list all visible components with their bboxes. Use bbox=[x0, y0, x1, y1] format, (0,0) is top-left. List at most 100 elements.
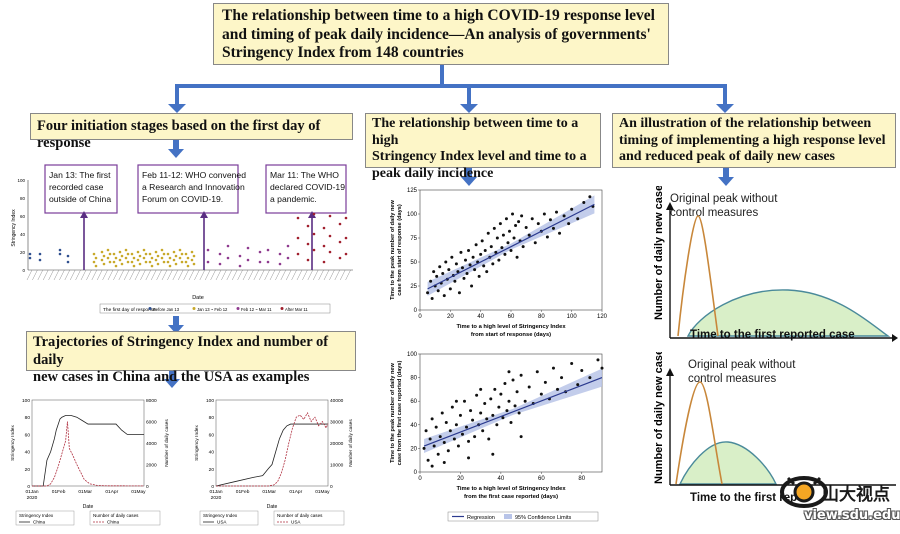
scatter-point bbox=[436, 289, 440, 293]
strip-xtick bbox=[80, 269, 87, 281]
traj-xtick: 01Feb bbox=[236, 489, 250, 495]
strip-xtick bbox=[221, 269, 227, 281]
scatter-point bbox=[429, 279, 433, 283]
scatter-point bbox=[556, 387, 560, 391]
strip-ytick-label: 80 bbox=[20, 196, 26, 201]
strip-point bbox=[246, 258, 250, 262]
strip-point bbox=[102, 262, 106, 266]
scatter-point bbox=[438, 435, 442, 439]
x-tick-label: 0 bbox=[418, 314, 422, 320]
strip-point bbox=[178, 248, 182, 252]
strip-point bbox=[258, 260, 262, 264]
scatter-point bbox=[444, 420, 448, 424]
strip-xtick bbox=[75, 269, 81, 281]
left-header-box: Four initiation stages based on the firs… bbox=[30, 113, 353, 151]
strip-xtick bbox=[178, 269, 184, 281]
traj-ytick-right: 30000 bbox=[330, 420, 344, 426]
x-tick-label: 80 bbox=[538, 314, 545, 320]
traj-ylabel-left: Stringency Index bbox=[10, 425, 16, 461]
scatter-point bbox=[444, 260, 448, 264]
callout-1-line-2: recorded case bbox=[49, 182, 104, 192]
right-header-line-1: An illustration of the relationship betw… bbox=[619, 116, 872, 131]
strip-point bbox=[312, 212, 316, 216]
scatter-point bbox=[500, 246, 504, 250]
scatter-point bbox=[471, 255, 475, 259]
strip-ytick-label: 60 bbox=[20, 214, 26, 219]
traj-ylabel-right: Number of daily cases bbox=[164, 419, 170, 467]
callout-3-line-2: declared COVID-19 bbox=[270, 182, 345, 192]
strip-point bbox=[266, 260, 270, 264]
y-tick-label: 100 bbox=[407, 352, 418, 358]
strip-point bbox=[136, 258, 140, 262]
scatter-point bbox=[465, 425, 469, 429]
scatter-point bbox=[495, 236, 499, 240]
strip-point bbox=[192, 262, 196, 266]
traj-ylabel-left: Stringency Index bbox=[194, 425, 200, 461]
traj-legend-box-2 bbox=[273, 510, 345, 526]
strip-legend-marker bbox=[280, 307, 284, 310]
scatter-point bbox=[558, 231, 562, 235]
strip-xtick bbox=[86, 269, 92, 281]
strip-point bbox=[246, 246, 250, 250]
scatter-point bbox=[503, 252, 507, 256]
strip-xtick bbox=[134, 269, 141, 281]
scatter-legend-box bbox=[447, 511, 599, 522]
scatter-point bbox=[548, 218, 552, 222]
scatter-point bbox=[447, 268, 451, 272]
strip-point bbox=[344, 216, 348, 220]
scatter-point bbox=[467, 248, 471, 252]
strip-point bbox=[328, 234, 332, 238]
strip-point bbox=[328, 250, 332, 254]
strip-point bbox=[172, 250, 176, 254]
strip-point bbox=[120, 254, 124, 258]
strip-legend-label: After Mar 11 bbox=[285, 307, 308, 312]
china-trajectory-chart: 1008060402008000600040002000001Jan202001… bbox=[10, 398, 170, 526]
strip-legend-marker bbox=[236, 307, 240, 310]
scatter-point bbox=[450, 405, 454, 409]
scatter-point bbox=[588, 195, 592, 199]
strip-point bbox=[338, 222, 342, 226]
strip-xtick bbox=[242, 269, 249, 281]
scatter-point bbox=[523, 399, 527, 403]
strip-xtick bbox=[334, 269, 340, 281]
scatter-point bbox=[441, 272, 445, 276]
scatter-point bbox=[462, 399, 466, 403]
scatter-point bbox=[498, 222, 502, 226]
strip-point bbox=[120, 262, 124, 266]
scatter-point bbox=[477, 274, 481, 278]
scatter-point bbox=[507, 370, 511, 374]
illustration-top-ylabel: Number of daily new cases bbox=[653, 186, 665, 320]
connector-title-down bbox=[440, 65, 444, 85]
strip-xtick bbox=[194, 269, 200, 281]
traj-legend-2-title: Number of daily cases bbox=[277, 513, 323, 518]
scatter-point bbox=[567, 222, 571, 226]
strip-point bbox=[266, 248, 270, 252]
strip-point bbox=[112, 252, 116, 256]
strip-point bbox=[130, 252, 134, 256]
strip-xtick bbox=[329, 269, 335, 281]
y-tick-label: 0 bbox=[414, 470, 418, 476]
scatter-point bbox=[515, 255, 519, 259]
scatter-point bbox=[555, 210, 558, 214]
strip-xtick bbox=[32, 269, 38, 281]
scatter-point bbox=[513, 404, 517, 408]
y-axis-label: case from start of response (days) bbox=[397, 204, 403, 296]
scatter-point bbox=[524, 225, 528, 229]
middle-header-line-1: The relationship between time to a high bbox=[372, 116, 579, 148]
scatter-point bbox=[479, 411, 483, 415]
strip-xtick bbox=[275, 269, 281, 281]
scatter-point bbox=[491, 262, 495, 266]
traj-xtick: 01May bbox=[315, 489, 330, 495]
stringency-line bbox=[32, 415, 144, 487]
strip-xtick bbox=[37, 269, 43, 281]
scatter-point bbox=[562, 214, 566, 218]
regression-line bbox=[423, 377, 603, 447]
callout-3-line-3: a pandemic. bbox=[270, 194, 317, 204]
strip-xtick bbox=[97, 269, 103, 281]
traj-ytick-left: 60 bbox=[25, 432, 31, 438]
strip-point bbox=[218, 252, 222, 256]
strip-xtick bbox=[318, 269, 324, 281]
strip-xtick bbox=[291, 269, 297, 281]
scatter-point bbox=[454, 262, 458, 266]
traj-ytick-right: 10000 bbox=[330, 463, 344, 469]
